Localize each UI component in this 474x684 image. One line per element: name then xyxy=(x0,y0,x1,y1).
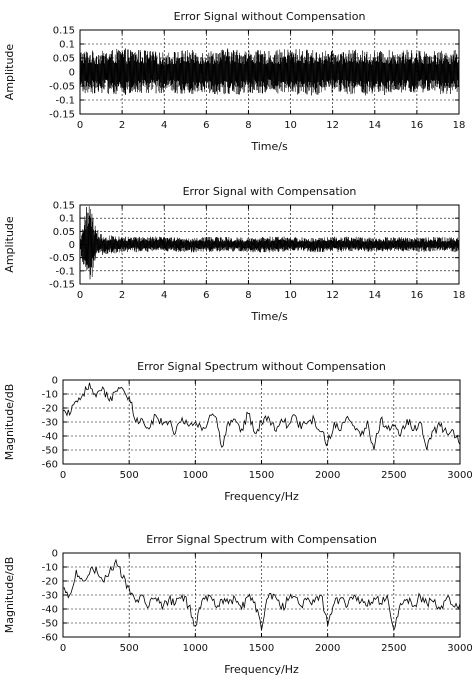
x-tick-label: 0 xyxy=(60,470,66,481)
x-tick-label: 14 xyxy=(368,120,381,131)
plot-frame xyxy=(79,29,460,115)
x-tick-label: 14 xyxy=(368,290,381,301)
y-tick-label: -30 xyxy=(42,418,58,429)
x-tick-label: 8 xyxy=(245,120,251,131)
signal-trace xyxy=(80,206,459,280)
chart-2: 0 2 4 6 8 10 12 14 16 18 0.15 0.1 0.05 0 -0.05 -0.1 -0.1… xyxy=(3,185,465,323)
chart-title: Error Signal without Compensation xyxy=(174,10,366,23)
x-tick-label: 2000 xyxy=(315,470,340,481)
y-tick-label: 0.1 xyxy=(59,40,75,51)
x-tick-label: 18 xyxy=(453,290,466,301)
y-tick-label: 0 xyxy=(52,549,58,560)
y-tick-label: -50 xyxy=(42,619,58,630)
y-tick-label: -40 xyxy=(42,605,58,616)
chart-3: 0 500 1000 1500 2000 2500 3000 0 -10 -20 -30 -40 -50… xyxy=(3,360,473,503)
x-tick-label: 3000 xyxy=(447,643,472,654)
x-tick-label: 0 xyxy=(77,120,83,131)
spectrum-trace xyxy=(63,558,460,632)
plot-frame xyxy=(79,204,460,285)
y-tick-label: -10 xyxy=(42,563,58,574)
signal-trace xyxy=(80,48,459,96)
x-tick-label: 0 xyxy=(77,290,83,301)
y-tick-label: 0 xyxy=(69,68,75,79)
y-tick-label: -0.15 xyxy=(49,280,75,291)
x-tick-label: 2000 xyxy=(315,643,340,654)
x-tick-label: 500 xyxy=(120,470,139,481)
y-tick-label: -0.05 xyxy=(49,82,75,93)
y-tick-label: -0.1 xyxy=(55,266,75,277)
y-tick-label: -0.1 xyxy=(55,96,75,107)
plot-frame xyxy=(62,379,461,465)
x-tick-label: 6 xyxy=(203,120,209,131)
x-tick-label: 1500 xyxy=(249,643,274,654)
x-tick-label: 4 xyxy=(161,120,167,131)
y-tick-label: -0.15 xyxy=(49,110,75,121)
y-tick-label: -20 xyxy=(42,577,58,588)
y-tick-label: -60 xyxy=(42,460,58,471)
y-tick-label: -30 xyxy=(42,591,58,602)
x-tick-label: 2500 xyxy=(381,470,406,481)
chart-title: Error Signal with Compensation xyxy=(183,185,357,198)
y-tick-label: 0.1 xyxy=(59,214,75,225)
x-tick-label: 1000 xyxy=(183,470,208,481)
spectrum-trace xyxy=(63,382,460,451)
x-axis-label: Time/s xyxy=(250,140,288,153)
x-axis-label: Frequency/Hz xyxy=(224,490,299,503)
y-tick-label: 0.05 xyxy=(53,54,75,65)
x-tick-label: 12 xyxy=(326,120,339,131)
x-axis-label: Time/s xyxy=(250,310,288,323)
x-tick-label: 16 xyxy=(411,120,424,131)
y-tick-label: 0 xyxy=(52,376,58,387)
x-tick-label: 10 xyxy=(284,120,297,131)
y-tick-label: -0.05 xyxy=(49,253,75,264)
y-tick-label: -60 xyxy=(42,633,58,644)
y-axis-label: Magnitude/dB xyxy=(3,557,16,634)
x-axis-label: Frequency/Hz xyxy=(224,663,299,676)
x-tick-label: 12 xyxy=(326,290,339,301)
x-tick-label: 8 xyxy=(245,290,251,301)
plot-frame xyxy=(62,552,461,638)
chart-title: Error Signal Spectrum with Compensation xyxy=(146,533,377,546)
x-tick-label: 6 xyxy=(203,290,209,301)
x-tick-label: 4 xyxy=(161,290,167,301)
x-tick-label: 500 xyxy=(120,643,139,654)
x-tick-label: 10 xyxy=(284,290,297,301)
y-tick-label: -40 xyxy=(42,432,58,443)
x-tick-label: 16 xyxy=(411,290,424,301)
x-tick-label: 1000 xyxy=(183,643,208,654)
y-tick-label: -20 xyxy=(42,404,58,415)
x-tick-label: 3000 xyxy=(447,470,472,481)
y-axis-label: Amplitude xyxy=(3,44,16,101)
y-tick-label: 0 xyxy=(69,240,75,251)
chart-1: 0 2 4 6 8 10 12 14 16 18 0.15 0.1 0.05 0 -0.05 -0.1 -0.1… xyxy=(3,10,465,153)
x-tick-label: 2 xyxy=(119,290,125,301)
x-tick-label: 0 xyxy=(60,643,66,654)
y-tick-label: -50 xyxy=(42,446,58,457)
x-tick-label: 1500 xyxy=(249,470,274,481)
y-axis-label: Magnitude/dB xyxy=(3,384,16,461)
y-tick-label: 0.05 xyxy=(53,227,75,238)
chart-title: Error Signal Spectrum without Compensati… xyxy=(137,360,386,373)
x-tick-label: 2 xyxy=(119,120,125,131)
chart-4: 0 500 1000 1500 2000 2500 3000 0 -10 -20 -30 -40 -50… xyxy=(3,533,473,676)
x-tick-label: 18 xyxy=(453,120,466,131)
y-tick-label: -10 xyxy=(42,390,58,401)
x-tick-label: 2500 xyxy=(381,643,406,654)
y-tick-label: 0.15 xyxy=(53,26,75,37)
y-tick-label: 0.15 xyxy=(53,201,75,212)
y-axis-label: Amplitude xyxy=(3,216,16,273)
